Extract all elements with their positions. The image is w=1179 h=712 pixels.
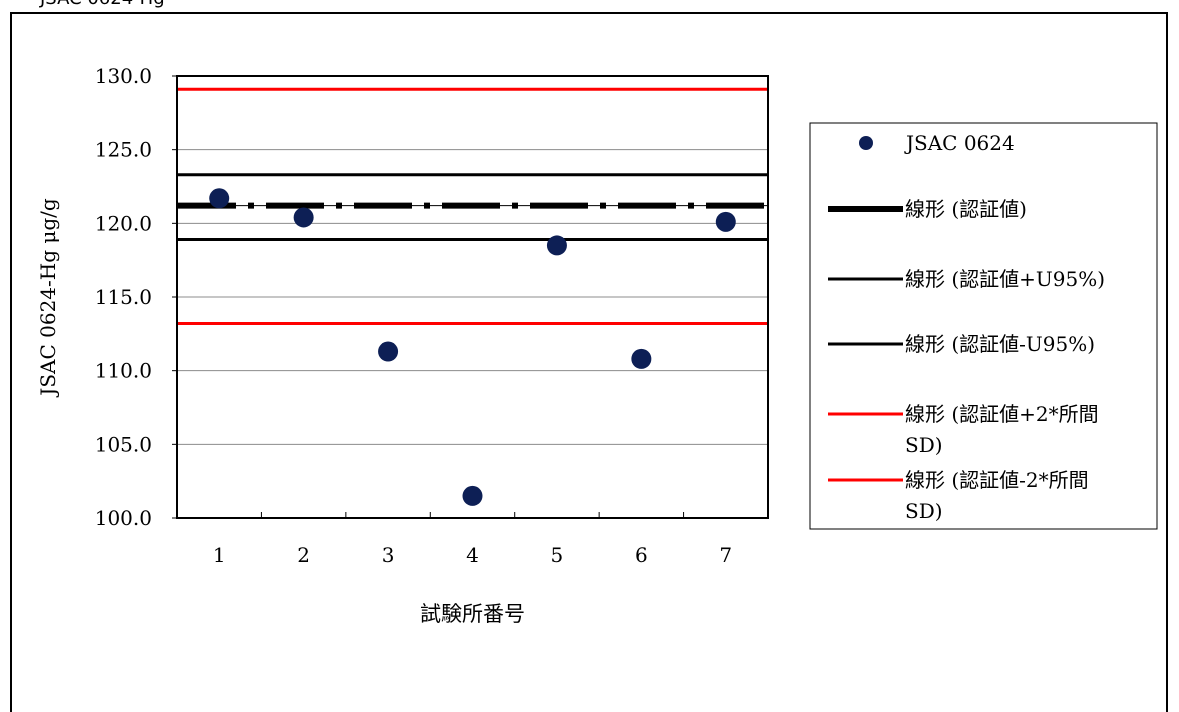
y-tick-label: 130.0 (95, 64, 152, 88)
x-tick-label: 7 (719, 543, 732, 567)
legend-label: 線形 (認証値) (905, 197, 1027, 221)
data-point (631, 349, 651, 369)
x-tick-label: 3 (382, 543, 395, 567)
legend-label: 線形 (認証値-2*所間 (905, 468, 1089, 492)
x-tick-label: 2 (297, 543, 310, 567)
x-tick-label: 4 (466, 543, 479, 567)
y-tick-label: 105.0 (95, 432, 152, 456)
legend-label: 線形 (認証値-U95%) (905, 332, 1095, 356)
y-tick-label: 100.0 (95, 506, 152, 530)
legend-label: SD) (905, 433, 943, 457)
data-point (378, 342, 398, 362)
data-point (294, 207, 314, 227)
x-tick-label: 6 (635, 543, 648, 567)
legend-label: 線形 (認証値+U95%) (905, 267, 1105, 291)
legend-label: SD) (905, 499, 943, 523)
y-tick-label: 120.0 (95, 211, 152, 235)
y-tick-label: 125.0 (95, 138, 152, 162)
data-point (463, 486, 483, 506)
data-point (209, 188, 229, 208)
y-axis-title: JSAC 0624-Hg μg/g (36, 198, 60, 398)
legend-label: 線形 (認証値+2*所間 (905, 402, 1099, 426)
legend-label: JSAC 0624 (904, 131, 1015, 155)
plot-area: 100.0 105.0 110.0 115.0 120.0 125.0 130.0 1 2 3 4 5… (36, 64, 768, 626)
x-axis-title: 試験所番号 (420, 602, 525, 626)
legend-marker (859, 136, 873, 150)
x-tick-label: 1 (213, 543, 226, 567)
y-tick-label: 115.0 (95, 285, 152, 309)
legend: JSAC 0624 線形 (認証値) 線形 (認証値+U95%) 線形 (認証値-U9… (810, 123, 1157, 529)
data-point (547, 235, 567, 255)
x-tick-label: 5 (551, 543, 564, 567)
y-tick-label: 110.0 (95, 359, 152, 383)
data-point (716, 212, 736, 232)
